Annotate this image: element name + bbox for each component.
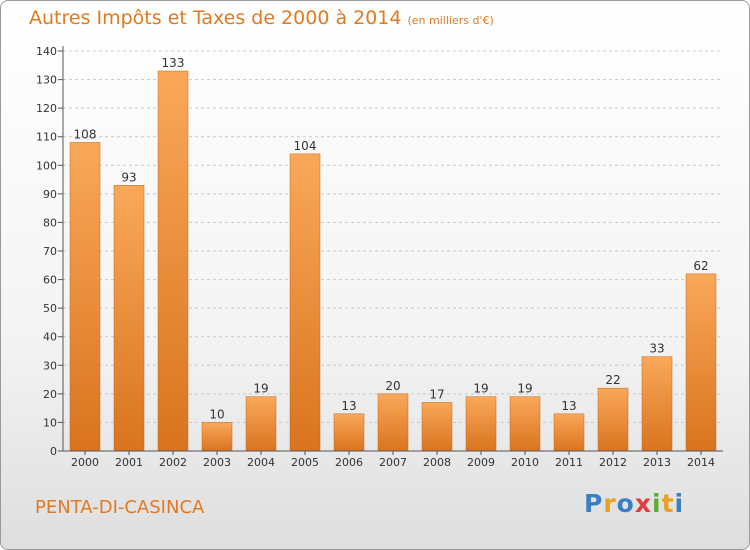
x-tick-label: 2007 [379,456,407,469]
bar-value-label: 62 [693,259,708,273]
y-tick-label: 130 [36,74,57,87]
bar-value-label: 19 [253,382,268,396]
x-tick-label: 2001 [115,456,143,469]
logo-letter: i [652,489,662,518]
logo-letter: P [584,489,604,518]
bar-value-label: 133 [162,56,185,70]
bar-value-label: 17 [429,387,444,401]
bar-2008 [421,402,453,452]
y-tick-label: 10 [43,416,57,429]
x-tick-label: 2009 [467,456,495,469]
bar-2013 [641,356,673,452]
chart-title: Autres Impôts et Taxes de 2000 à 2014 (en… [29,7,494,29]
y-tick-label: 30 [43,359,57,372]
y-tick-label: 120 [36,102,57,115]
y-tick-label: 40 [43,331,57,344]
axes: 0 10 20 30 40 50 60 70 80 90 100 110 120 130 140 2000 20… [36,45,723,469]
y-tick-label: 70 [43,245,57,258]
y-tick-label: 140 [36,45,57,58]
x-tick-label: 2005 [291,456,319,469]
logo-letter: o [616,489,635,518]
bar-value-label: 20 [385,379,400,393]
bar-value-label: 108 [74,127,97,141]
x-tick-label: 2010 [511,456,539,469]
y-tick-label: 0 [50,445,57,458]
x-tick-label: 2004 [247,456,275,469]
y-tick-label: 20 [43,388,57,401]
proxiti-logo: Proxiti [584,489,684,518]
logo-letter: r [603,489,617,518]
x-tick-label: 2006 [335,456,363,469]
y-tick-label: 60 [43,274,57,287]
bar-2014 [685,273,717,452]
x-tick-label: 2002 [159,456,187,469]
logo-letter: t [661,489,675,518]
bar-value-label: 93 [121,170,136,184]
y-tick-label: 100 [36,159,57,172]
bar-2004 [245,396,277,452]
y-tick-label: 50 [43,302,57,315]
x-tick-label: 2012 [599,456,627,469]
y-tick-label: 80 [43,216,57,229]
bar-2003 [201,422,233,452]
bar-2000 [69,142,101,452]
bar-2012 [597,387,629,452]
bar-value-label: 10 [209,407,224,421]
bar-value-label: 13 [561,399,576,413]
logo-letter: x [634,489,652,518]
x-tick-label: 2011 [555,456,583,469]
bar-2010 [509,396,541,452]
bar-2011 [553,413,585,452]
x-tick-label: 2013 [643,456,671,469]
bar-2006 [333,413,365,452]
bar-2007 [377,393,409,452]
logo-letter: i [674,489,685,518]
y-tick-label: 110 [36,131,57,144]
bar-value-label: 104 [294,139,317,153]
bar-value-label: 13 [341,399,356,413]
x-tick-label: 2000 [71,456,99,469]
x-tick-label: 2014 [687,456,715,469]
bar-2002 [157,70,189,452]
y-tick-label: 90 [43,188,57,201]
bar-2005 [289,153,321,452]
bar-value-label: 22 [605,373,620,387]
x-tick-label: 2008 [423,456,451,469]
commune-name: PENTA-DI-CASINCA [35,497,205,518]
bar-value-label: 19 [473,382,488,396]
x-tick-label: 2003 [203,456,231,469]
chart-title-text: Autres Impôts et Taxes de 2000 à 2014 [29,7,402,29]
chart-subtitle: (en milliers d'€) [407,14,494,27]
bar-2001 [113,185,145,452]
bar-value-label: 33 [649,342,664,356]
bar-value-label: 19 [517,382,532,396]
bar-2009 [465,396,497,452]
bars: 108 93 133 10 19 104 13 20 17 19 19 13 22 33 62 [69,56,717,452]
